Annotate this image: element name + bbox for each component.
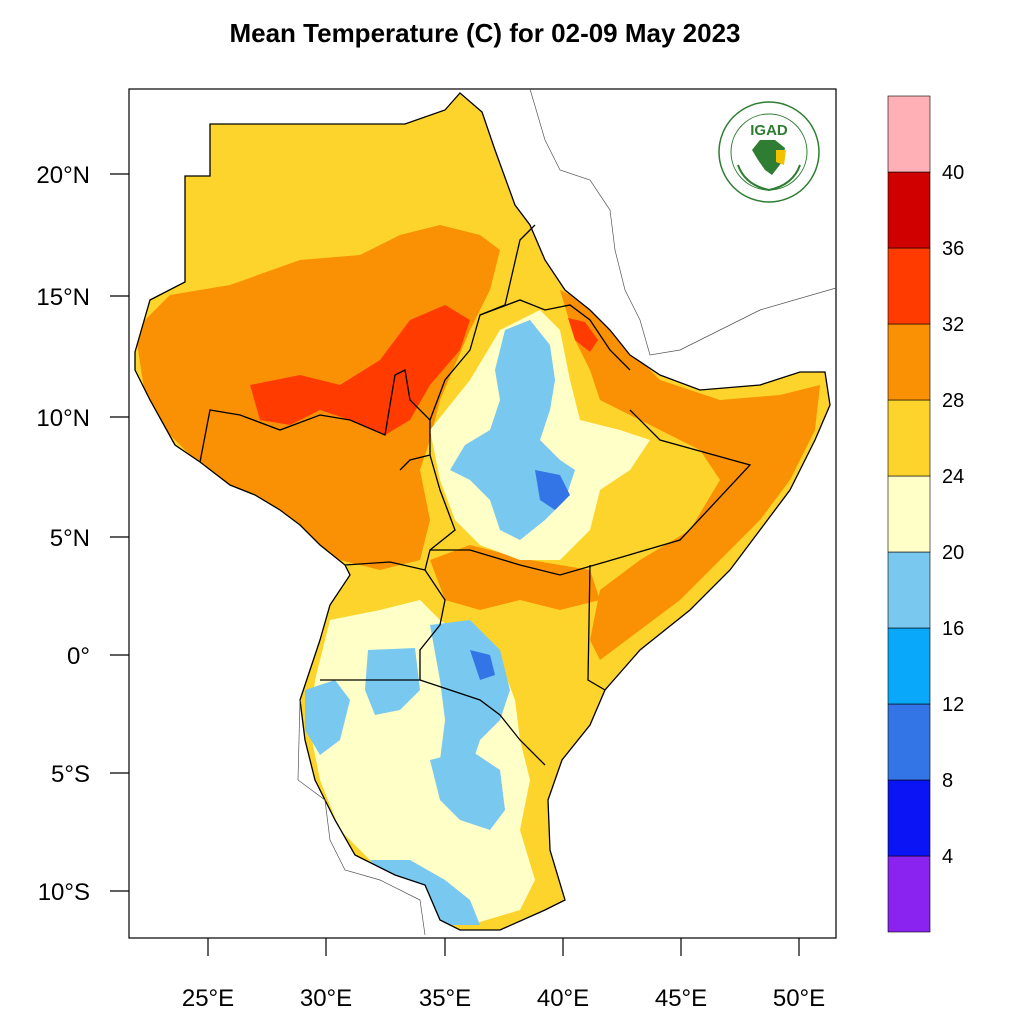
colorbar-label: 8 bbox=[942, 770, 953, 792]
zone-12-16-uganda bbox=[470, 650, 495, 680]
temperature-field bbox=[135, 93, 830, 930]
colorbar-label: 16 bbox=[942, 618, 964, 640]
zone-28-32-horn bbox=[560, 290, 820, 660]
lat-label: 10°S bbox=[38, 879, 90, 906]
colorbar-label: 24 bbox=[942, 466, 964, 488]
colorbar-bin bbox=[887, 475, 931, 553]
colorbar-bin bbox=[887, 247, 931, 325]
colorbar-label: 32 bbox=[942, 314, 964, 336]
colorbar-bin bbox=[887, 627, 931, 705]
colorbar-label: 12 bbox=[942, 694, 964, 716]
africa-map-icon bbox=[752, 140, 785, 175]
zone-32-36-sudan bbox=[250, 305, 470, 435]
colorbar-bin bbox=[887, 551, 931, 629]
coastline bbox=[134, 92, 831, 931]
lat-label: 0° bbox=[67, 643, 90, 670]
map-title: Mean Temperature (C) for 02-09 May 2023 bbox=[229, 18, 741, 48]
colorbar-bin bbox=[887, 399, 931, 477]
colorbar-label: 36 bbox=[942, 238, 964, 260]
colorbar-bin bbox=[887, 779, 931, 857]
colorbar-bin bbox=[887, 855, 931, 933]
border-uganda-kenya bbox=[419, 569, 446, 680]
lat-label: 5°N bbox=[50, 525, 90, 552]
colorbar-label: 28 bbox=[942, 390, 964, 412]
border-uganda-southsudan bbox=[344, 561, 426, 571]
border-eritrea-ethiopia bbox=[479, 299, 631, 371]
border-kenya-somalia bbox=[587, 564, 606, 691]
igad-logo: IGAD bbox=[718, 101, 820, 203]
zone-16-20-lake bbox=[365, 648, 420, 715]
colorbar-bin bbox=[887, 95, 931, 173]
lon-label: 35°E bbox=[419, 985, 471, 1012]
colorbar-label: 4 bbox=[942, 846, 953, 868]
country-borders bbox=[134, 92, 831, 931]
lon-label: 45°E bbox=[655, 985, 707, 1012]
colorbar-label: 40 bbox=[942, 162, 964, 184]
zone-32-36-eritrea bbox=[568, 318, 598, 352]
lat-label: 20°N bbox=[36, 162, 90, 189]
border-southsudan-ethiopia bbox=[424, 454, 456, 571]
lon-label: 40°E bbox=[537, 985, 589, 1012]
border-ethiopia-kenya bbox=[430, 549, 606, 576]
colorbar-bin bbox=[887, 703, 931, 781]
logo-name: IGAD bbox=[750, 122, 788, 139]
lat-label: 5°S bbox=[51, 761, 90, 788]
lon-label: 50°E bbox=[773, 985, 825, 1012]
colorbar-bin bbox=[887, 323, 931, 401]
border-kenya-tanzania bbox=[419, 679, 546, 766]
colorbar-bin bbox=[887, 171, 931, 249]
zone-12-16-ethiopia bbox=[535, 470, 570, 510]
colorbar: 4 8 12 16 20 24 28 32 36 40 bbox=[887, 95, 964, 933]
zone-28-32-kenya bbox=[430, 545, 600, 610]
border-sudan-southsudan bbox=[199, 369, 431, 471]
zone-16-20-west bbox=[305, 680, 350, 755]
colorbar-label: 20 bbox=[942, 542, 964, 564]
lon-axis: 25°E 30°E 35°E 40°E 45°E 50°E bbox=[182, 938, 825, 1012]
lon-label: 25°E bbox=[182, 985, 234, 1012]
lat-label: 10°N bbox=[36, 405, 90, 432]
lat-label: 15°N bbox=[36, 284, 90, 311]
lon-label: 30°E bbox=[300, 985, 352, 1012]
other-borders bbox=[297, 88, 837, 936]
laurel-icon bbox=[737, 164, 801, 192]
zone-16-20-tanzania-c bbox=[430, 750, 505, 830]
border-ethiopia-somalia bbox=[604, 409, 752, 563]
lat-axis: 20°N 15°N 10°N 5°N 0° 5°S 10°S bbox=[36, 162, 129, 906]
